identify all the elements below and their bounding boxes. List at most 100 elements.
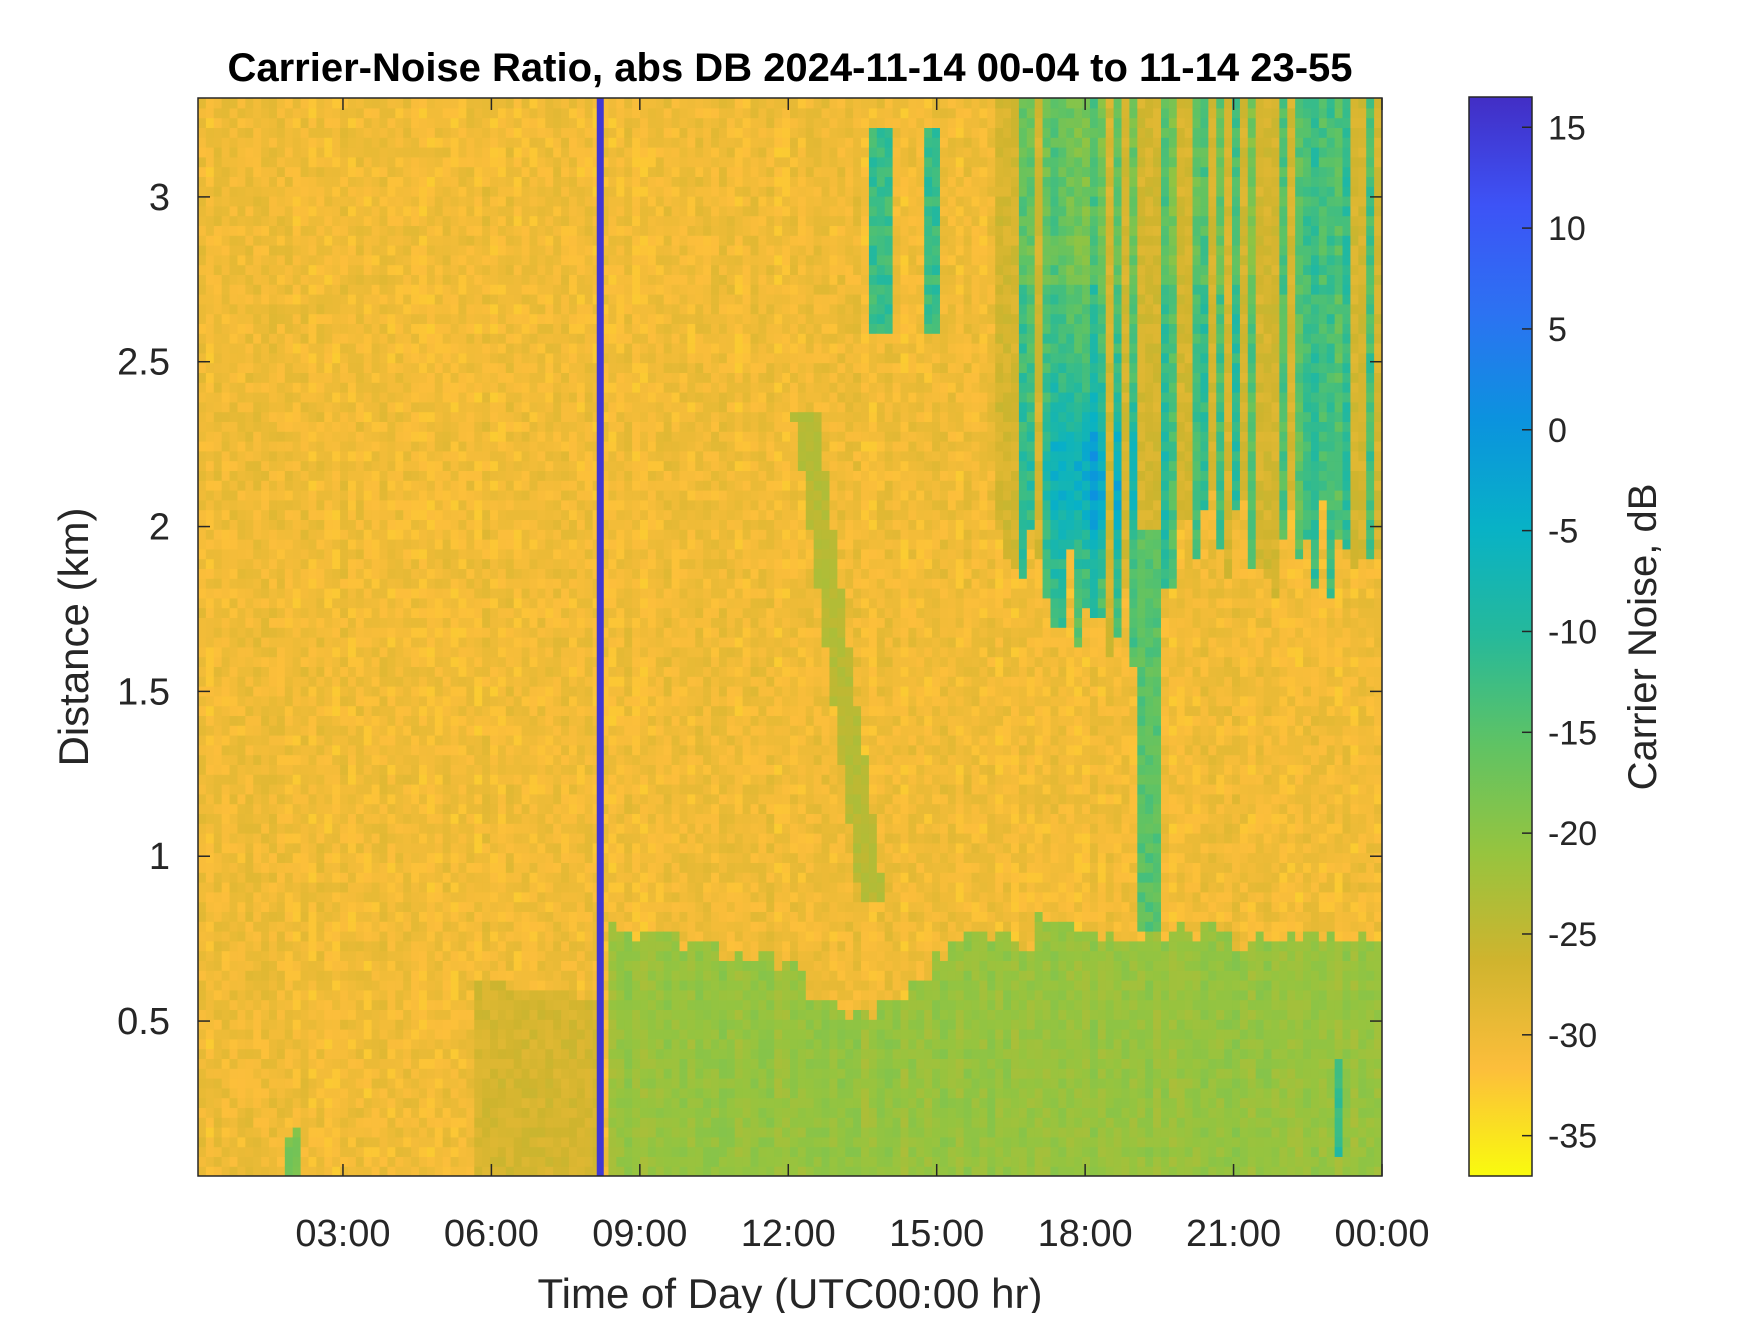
heatmap-cell — [379, 882, 389, 893]
heatmap-cell — [474, 225, 483, 236]
heatmap-cell — [442, 833, 452, 844]
heatmap-cell — [363, 1087, 373, 1099]
heatmap-cell — [355, 1048, 365, 1059]
heatmap-cell — [482, 431, 491, 442]
heatmap-cell — [213, 323, 223, 334]
heatmap-cell — [419, 460, 428, 471]
heatmap-cell — [411, 803, 420, 814]
heatmap-cell — [269, 176, 278, 187]
heatmap-cell — [324, 1166, 333, 1176]
heatmap-cell — [292, 490, 302, 501]
heatmap-cell — [411, 686, 420, 697]
heatmap-cell — [426, 186, 436, 197]
heatmap-cell — [292, 568, 302, 579]
heatmap-cell — [198, 245, 207, 256]
heatmap-cell — [229, 431, 239, 442]
heatmap-cell — [490, 1117, 499, 1128]
heatmap-cell — [529, 519, 539, 530]
heatmap-cell — [284, 235, 294, 246]
heatmap-cell — [269, 970, 278, 981]
heatmap-cell — [529, 529, 539, 540]
heatmap-cell — [308, 1156, 317, 1167]
heatmap-cell — [419, 793, 428, 805]
heatmap-cell — [316, 607, 325, 618]
heatmap-cell — [198, 715, 207, 726]
heatmap-cell — [411, 352, 420, 364]
heatmap-cell — [450, 362, 460, 373]
heatmap-cell — [292, 372, 302, 383]
heatmap-cell — [474, 1019, 483, 1030]
heatmap-cell — [458, 627, 467, 638]
heatmap-cell — [521, 950, 531, 961]
heatmap-cell — [292, 1146, 302, 1157]
heatmap-cell — [387, 970, 396, 981]
heatmap-cell — [537, 744, 546, 756]
heatmap-cell — [529, 186, 539, 197]
heatmap-cell — [347, 1166, 357, 1176]
heatmap-cell — [434, 382, 444, 393]
heatmap-cell — [292, 284, 302, 295]
heatmap-cell — [198, 421, 207, 432]
heatmap-cell — [308, 1058, 317, 1069]
heatmap-cell — [213, 754, 223, 765]
heatmap-cell — [308, 1127, 317, 1138]
heatmap-cell — [529, 940, 539, 952]
heatmap-cell — [521, 1146, 531, 1157]
heatmap-cell — [371, 1048, 381, 1059]
heatmap-cell — [474, 882, 483, 893]
heatmap-cell — [237, 784, 246, 795]
heatmap-cell — [521, 891, 531, 903]
heatmap-cell — [205, 1136, 215, 1148]
heatmap-cell — [300, 1078, 310, 1089]
heatmap-cell — [229, 882, 239, 893]
heatmap-cell — [205, 127, 215, 138]
heatmap-cell — [419, 1058, 428, 1069]
heatmap-cell — [545, 882, 554, 893]
heatmap-cell — [411, 196, 420, 207]
heatmap-cell — [276, 891, 286, 903]
heatmap-cell — [324, 176, 333, 187]
heatmap-cell — [363, 607, 373, 618]
heatmap-cell — [505, 166, 515, 177]
heatmap-cell — [537, 117, 546, 128]
heatmap-cell — [205, 1009, 215, 1020]
heatmap-cell — [205, 1029, 215, 1040]
heatmap-cell — [403, 607, 412, 618]
heatmap-cell — [284, 176, 294, 187]
heatmap-cell — [403, 205, 412, 217]
heatmap-cell — [229, 833, 239, 844]
heatmap-cell — [521, 107, 531, 119]
heatmap-cell — [213, 450, 223, 462]
heatmap-cell — [403, 999, 412, 1010]
heatmap-cell — [340, 176, 349, 187]
heatmap-cell — [221, 539, 231, 550]
heatmap-cell — [395, 1087, 404, 1099]
heatmap-cell — [497, 1127, 507, 1138]
heatmap-cell — [308, 627, 317, 638]
heatmap-cell — [269, 480, 278, 491]
heatmap-cell — [482, 970, 491, 981]
heatmap-cell — [284, 656, 294, 667]
heatmap-cell — [363, 284, 373, 295]
heatmap-cell — [482, 676, 491, 687]
heatmap-cell — [245, 646, 254, 658]
heatmap-cell — [466, 343, 475, 354]
heatmap-cell — [355, 499, 365, 511]
heatmap-cell — [466, 441, 475, 452]
heatmap-cell — [442, 235, 452, 246]
heatmap-cell — [490, 215, 499, 226]
heatmap-cell — [419, 1019, 428, 1030]
heatmap-cell — [355, 117, 365, 128]
heatmap-cell — [316, 999, 325, 1010]
heatmap-cell — [371, 117, 381, 128]
heatmap-cell — [332, 1087, 341, 1099]
heatmap-cell — [324, 921, 333, 932]
heatmap-cell — [387, 382, 396, 393]
heatmap-cell — [300, 107, 310, 119]
heatmap-cell — [474, 1136, 483, 1148]
heatmap-cell — [213, 333, 223, 344]
heatmap-cell — [474, 421, 483, 432]
heatmap-cell — [363, 166, 373, 177]
heatmap-cell — [482, 1136, 491, 1148]
heatmap-cell — [284, 539, 294, 550]
